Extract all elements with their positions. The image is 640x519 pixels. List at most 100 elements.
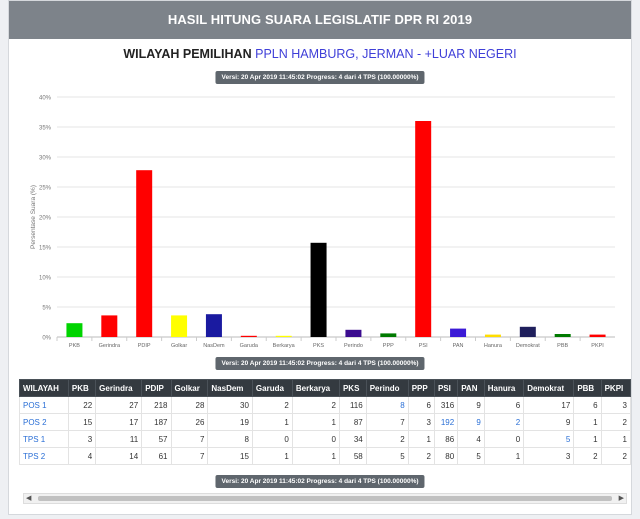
vote-cell: 28 [171, 397, 208, 414]
y-tick-label: 20% [39, 216, 52, 222]
column-header: Berkarya [292, 380, 339, 397]
column-header: PAN [458, 380, 485, 397]
wilayah-link[interactable]: TPS 1 [20, 431, 69, 448]
vote-cell: 2 [408, 448, 434, 465]
vote-cell: 2 [292, 397, 339, 414]
bar-gerindra [101, 315, 117, 337]
horizontal-scrollbar[interactable]: ◀ ▶ [23, 493, 627, 504]
vote-cell: 7 [366, 414, 408, 431]
vote-cell: 6 [574, 397, 601, 414]
x-tick-label: PBB [557, 343, 568, 349]
vote-cell: 30 [208, 397, 253, 414]
bar-perindo [345, 330, 361, 337]
vote-cell: 3 [601, 397, 630, 414]
x-tick-label: PAN [453, 343, 464, 349]
vote-cell: 17 [524, 397, 574, 414]
table-row: TPS 2 4 14 61 7 15 1 1 58 5 2 80 5 1 3 2 2 [20, 448, 631, 465]
vote-cell: 26 [171, 414, 208, 431]
scroll-right-icon[interactable]: ▶ [619, 494, 624, 503]
vote-cell: 86 [434, 431, 457, 448]
scroll-left-icon[interactable]: ◀ [26, 494, 31, 503]
bar-pkpi [590, 335, 606, 337]
wilayah-link[interactable]: TPS 2 [20, 448, 69, 465]
vote-cell: 9 [458, 414, 485, 431]
vote-cell: 2 [366, 431, 408, 448]
vote-cell: 116 [339, 397, 366, 414]
vote-cell: 1 [292, 414, 339, 431]
vote-cell: 2 [252, 397, 292, 414]
region-link[interactable]: PPLN HAMBURG, JERMAN - +LUAR NEGERI [255, 47, 517, 61]
vote-cell: 1 [574, 431, 601, 448]
vote-cell: 316 [434, 397, 457, 414]
table-row: POS 2 15 17 187 26 19 1 1 87 7 3 192 9 2 9 1 2 [20, 414, 631, 431]
x-tick-label: PKS [313, 343, 324, 349]
wilayah-link[interactable]: POS 1 [20, 397, 69, 414]
vote-cell: 5 [524, 431, 574, 448]
vote-cell: 3 [68, 431, 95, 448]
column-header: PKPI [601, 380, 630, 397]
bar-pbb [555, 334, 571, 337]
vote-cell: 15 [68, 414, 95, 431]
column-header: PSI [434, 380, 457, 397]
vote-cell: 1 [408, 431, 434, 448]
region-label: WILAYAH PEMILIHAN [123, 47, 251, 61]
bar-nasdem [206, 314, 222, 337]
x-tick-label: NasDem [203, 343, 225, 349]
column-header: NasDem [208, 380, 253, 397]
scrollbar-thumb[interactable] [38, 496, 612, 501]
vote-cell: 87 [339, 414, 366, 431]
x-tick-label: Perindo [344, 343, 363, 349]
vote-cell: 2 [601, 414, 630, 431]
x-tick-label: PKPI [591, 343, 604, 349]
bar-psi [415, 121, 431, 337]
vote-cell: 3 [524, 448, 574, 465]
column-header: Golkar [171, 380, 208, 397]
vote-cell: 4 [68, 448, 95, 465]
wilayah-link[interactable]: POS 2 [20, 414, 69, 431]
vote-cell: 8 [208, 431, 253, 448]
vote-cell: 61 [142, 448, 171, 465]
y-tick-label: 0% [42, 336, 51, 342]
column-header: WILAYAH [20, 380, 69, 397]
vote-cell: 5 [366, 448, 408, 465]
x-tick-label: PKB [69, 343, 80, 349]
vote-cell: 1 [484, 448, 523, 465]
column-header: Perindo [366, 380, 408, 397]
y-tick-label: 25% [39, 186, 52, 192]
vote-cell: 9 [458, 397, 485, 414]
bar-pdip [136, 170, 152, 337]
x-tick-label: Gerindra [99, 343, 121, 349]
version-badge-middle: Versi: 20 Apr 2019 11:45:02 Progress: 4 … [215, 357, 424, 370]
column-header: PKB [68, 380, 95, 397]
bar-berkarya [276, 336, 292, 337]
vote-cell: 218 [142, 397, 171, 414]
column-header: Garuda [252, 380, 292, 397]
bar-hanura [485, 335, 501, 337]
vote-cell: 2 [484, 414, 523, 431]
y-tick-label: 35% [39, 126, 52, 132]
vote-cell: 57 [142, 431, 171, 448]
vote-cell: 58 [339, 448, 366, 465]
y-axis-label: Persentase Suara (%) [30, 185, 37, 249]
table-row: POS 1 22 27 218 28 30 2 2 116 8 6 316 9 6 17 6 3 [20, 397, 631, 414]
bar-garuda [241, 336, 257, 337]
bar-golkar [171, 315, 187, 337]
x-tick-label: Garuda [240, 343, 259, 349]
table-header-row: WILAYAH PKB Gerindra PDIP Golkar NasDem Garuda… [20, 380, 631, 397]
vote-table: WILAYAH PKB Gerindra PDIP Golkar NasDem Garuda… [19, 379, 631, 465]
x-tick-label: Golkar [171, 343, 187, 349]
vote-cell: 2 [601, 448, 630, 465]
bar-demokrat [520, 327, 536, 337]
vote-cell: 192 [434, 414, 457, 431]
vote-cell: 9 [524, 414, 574, 431]
x-tick-label: PSI [419, 343, 428, 349]
vote-cell: 2 [574, 448, 601, 465]
vote-bar-chart: 0% 5% 10% 15% 20% 25% 30% 35% 40% Persentase Suar… [23, 89, 621, 353]
vote-cell: 1 [252, 448, 292, 465]
y-tick-label: 40% [39, 96, 52, 102]
vote-cell: 5 [458, 448, 485, 465]
vote-cell: 187 [142, 414, 171, 431]
table-row: TPS 1 3 11 57 7 8 0 0 34 2 1 86 4 0 5 1 1 [20, 431, 631, 448]
column-header: Demokrat [524, 380, 574, 397]
vote-cell: 17 [96, 414, 142, 431]
